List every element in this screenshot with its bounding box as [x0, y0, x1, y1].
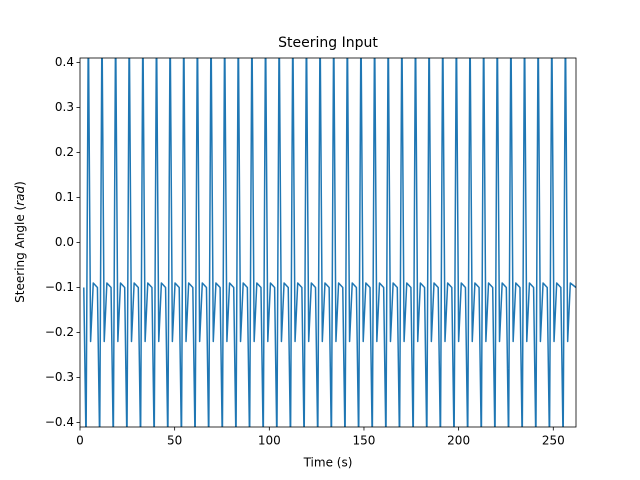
- y-tick-label: 0.4: [55, 55, 74, 69]
- x-tick-label: 100: [258, 434, 281, 448]
- y-axis-label: Steering Angle (rad): [13, 181, 27, 303]
- y-tick-label: 0.3: [55, 100, 74, 114]
- y-tick-label: −0.2: [45, 325, 74, 339]
- y-tick-label: −0.1: [45, 280, 74, 294]
- line-series: [83, 58, 576, 427]
- x-tick-label: 250: [542, 434, 565, 448]
- x-tick-label: 0: [76, 434, 84, 448]
- plot-area: [83, 58, 576, 427]
- y-tick-label: −0.4: [45, 415, 74, 429]
- x-axis-label: Time (s): [303, 456, 353, 470]
- chart-title: Steering Input: [278, 35, 378, 51]
- y-tick-label: 0.0: [55, 235, 74, 249]
- y-tick-label: 0.1: [55, 190, 74, 204]
- y-tick-label: −0.3: [45, 370, 74, 384]
- x-tick-label: 200: [447, 434, 470, 448]
- y-axis-label-text: Steering Angle (: [13, 206, 27, 303]
- y-axis-label-unit: rad: [13, 185, 27, 205]
- x-tick-label: 50: [167, 434, 182, 448]
- y-tick-label: 0.2: [55, 145, 74, 159]
- x-tick-label: 150: [353, 434, 376, 448]
- y-axis-label-text: ): [13, 181, 27, 186]
